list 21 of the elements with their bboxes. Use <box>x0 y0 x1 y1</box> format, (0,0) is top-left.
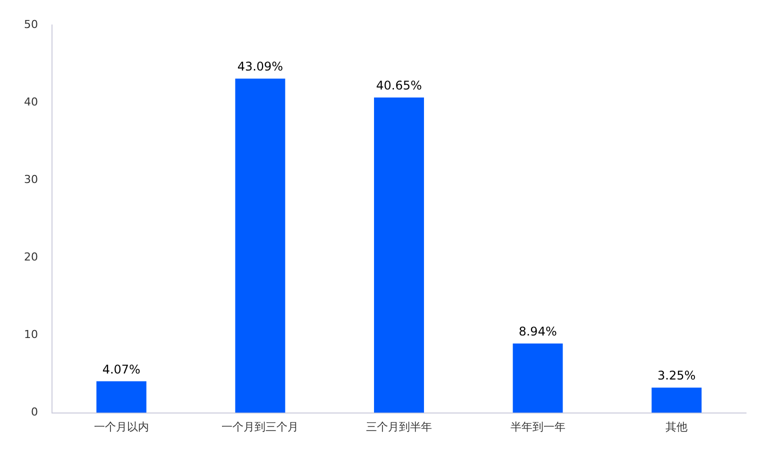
bar <box>374 98 424 413</box>
x-tick-label: 其他 <box>666 420 688 434</box>
y-tick-label: 50 <box>24 18 38 31</box>
y-tick-label: 30 <box>24 172 38 186</box>
y-tick-label: 20 <box>24 250 38 264</box>
data-label: 40.65% <box>376 78 422 93</box>
x-tick-label: 半年到一年 <box>510 420 566 434</box>
x-tick-label: 一个月到三个月 <box>222 420 299 434</box>
bar <box>652 388 702 413</box>
y-tick-label: 10 <box>24 328 38 342</box>
bar <box>512 343 563 413</box>
bar <box>235 78 286 413</box>
data-label: 3.25% <box>658 368 696 383</box>
x-tick-label: 三个月到半年 <box>366 420 432 434</box>
bar <box>96 381 146 413</box>
y-tick-label: 40 <box>24 95 38 108</box>
y-tick-label: 0 <box>30 406 38 419</box>
data-label: 43.09% <box>237 60 284 74</box>
x-tick-label: 一个月以内 <box>94 420 149 434</box>
data-label: 4.07% <box>102 362 140 376</box>
data-label: 8.94% <box>518 324 557 339</box>
